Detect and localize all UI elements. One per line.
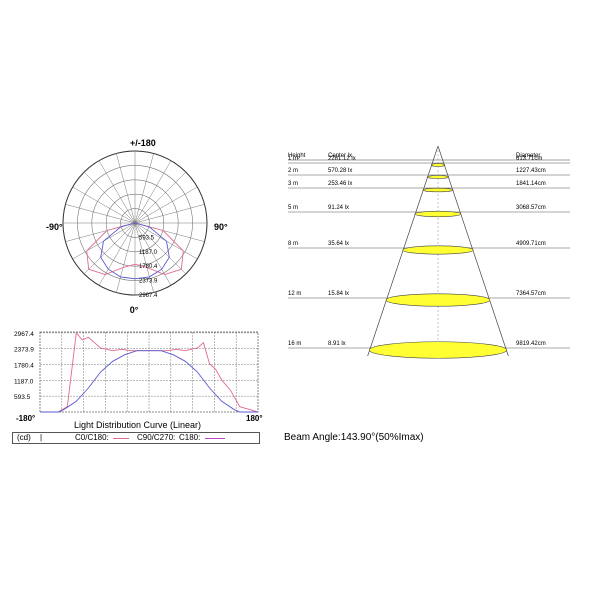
beam-ellipse xyxy=(385,293,491,307)
polar-spoke xyxy=(116,222,136,293)
beam-row-center: 2281.12 lx xyxy=(328,156,356,162)
beam-row-diameter: 7364.57cm xyxy=(516,291,546,297)
beam-header-height: Height xyxy=(288,153,306,159)
beam-row-center: 8.91 lx xyxy=(328,341,346,347)
beam-row-diameter: 3068.57cm xyxy=(516,205,546,211)
legend-c0-swatch xyxy=(113,438,129,439)
polar-bottom-label: 0° xyxy=(130,305,139,315)
beam-row-height: 16 m xyxy=(288,341,301,347)
beam-row-diameter: 9819.42cm xyxy=(516,341,546,347)
beam-row-center: 253.46 lx xyxy=(328,181,352,187)
polar-spoke xyxy=(134,153,154,224)
beam-ellipse xyxy=(414,210,462,218)
polar-ring-label: 1780.4 xyxy=(139,264,158,270)
legend-separator: | xyxy=(40,433,43,442)
linear-y-tick-label: 1187.0 xyxy=(14,378,34,385)
legend-c180-swatch xyxy=(205,438,225,439)
beam-row-height: 2 m xyxy=(288,168,298,174)
linear-chart-title: Light Distribution Curve (Linear) xyxy=(74,420,202,430)
beam-row-center: 91.24 lx xyxy=(328,205,349,211)
beam-ellipse xyxy=(422,187,454,193)
polar-spoke xyxy=(134,222,187,275)
beam-header-center: Center lx xyxy=(328,153,352,159)
polar-ring-label: 1187.0 xyxy=(139,250,158,256)
linear-y-tick-label: 2373.9 xyxy=(14,347,34,354)
polar-right-label: 90° xyxy=(214,222,228,232)
polar-spoke xyxy=(83,222,136,275)
polar-spoke xyxy=(98,160,136,224)
beam-row-height: 1 m xyxy=(288,156,298,162)
polar-spoke xyxy=(72,186,136,224)
linear-chart: 2967.4 2373.9 1780.4 1187.0 593.5 -180° 180° xyxy=(14,331,263,422)
polar-spoke xyxy=(116,153,136,224)
polar-ring-label: 2967.4 xyxy=(139,293,158,299)
polar-series xyxy=(86,222,184,280)
polar-top-label: +/-180 xyxy=(130,138,156,148)
linear-y-tick-label: 1780.4 xyxy=(14,363,34,370)
legend-c0: C0/C180: xyxy=(75,433,109,442)
polar-spoke xyxy=(134,222,154,293)
polar-chart: +/-180 0° -90° 90° 593.5 1187.0 1780.4 2373… xyxy=(46,138,228,315)
polar-spoke xyxy=(83,171,136,224)
linear-y-ticks: 2967.4 2373.9 1780.4 1187.0 593.5 xyxy=(14,331,34,401)
legend-c90: C90/C270: xyxy=(137,433,176,442)
beam-row-height: 3 m xyxy=(288,181,298,187)
polar-ring-label: 2373.9 xyxy=(139,279,158,285)
beam-row-center: 570.28 lx xyxy=(328,168,352,174)
beam-angle-label: Beam Angle:143.90°(50%Imax) xyxy=(284,432,424,443)
beam-row-height: 12 m xyxy=(288,291,301,297)
linear-y-tick-label: 593.5 xyxy=(14,394,31,401)
beam-row-diameter: 1841.14cm xyxy=(516,181,546,187)
beam-header-diameter: Diameter xyxy=(516,153,540,159)
beam-ellipse xyxy=(431,163,446,167)
legend-unit: (cd) xyxy=(17,433,31,442)
beam-row-diameter: 613.71cm xyxy=(516,156,542,162)
linear-series-line xyxy=(40,350,258,413)
linear-x-right-label: 180° xyxy=(246,414,263,422)
polar-ring-labels: 593.5 1187.0 1780.4 2373.9 2967.4 xyxy=(139,235,158,299)
beam-row-height: 5 m xyxy=(288,205,298,211)
polar-left-label: -90° xyxy=(46,222,63,232)
beam-ellipse xyxy=(369,341,507,359)
polar-spoke xyxy=(134,160,172,224)
beam-row-center: 35.64 lx xyxy=(328,241,349,247)
beam-row-height: 8 m xyxy=(288,241,298,247)
polar-series-line xyxy=(100,222,170,280)
beam-ellipse xyxy=(402,245,474,255)
polar-spoke xyxy=(134,204,205,224)
polar-spoke xyxy=(134,171,187,224)
legend-c180: C180: xyxy=(179,433,201,442)
polar-spoke xyxy=(134,186,198,224)
linear-grid xyxy=(39,331,259,413)
polar-series-line xyxy=(86,222,184,275)
beam-row-center: 15.84 lx xyxy=(328,291,349,297)
beam-diagram: Height Center lx Diameter 1 m 2281.12 lx 6… xyxy=(288,145,570,359)
beam-cone-right xyxy=(437,145,509,357)
polar-spoke xyxy=(134,222,172,286)
beam-lines xyxy=(288,145,570,359)
linear-series xyxy=(40,331,259,413)
beam-row-diameter: 1227.43cm xyxy=(516,168,546,174)
polar-spoke xyxy=(65,204,136,224)
beam-row-diameter: 4909.71cm xyxy=(516,241,546,247)
linear-y-tick-label: 2967.4 xyxy=(14,331,34,338)
linear-legend: (cd) | C0/C180: C90/C270: C180: xyxy=(12,432,260,444)
beam-cone-left xyxy=(367,145,439,357)
linear-x-left-label: -180° xyxy=(16,414,35,422)
beam-rows: 1 m 2281.12 lx 613.71cm 2 m 570.28 lx 1227.43… xyxy=(288,156,546,347)
beam-ellipse xyxy=(426,175,450,179)
polar-ring-label: 593.5 xyxy=(139,235,155,241)
polar-spoke xyxy=(98,222,136,286)
